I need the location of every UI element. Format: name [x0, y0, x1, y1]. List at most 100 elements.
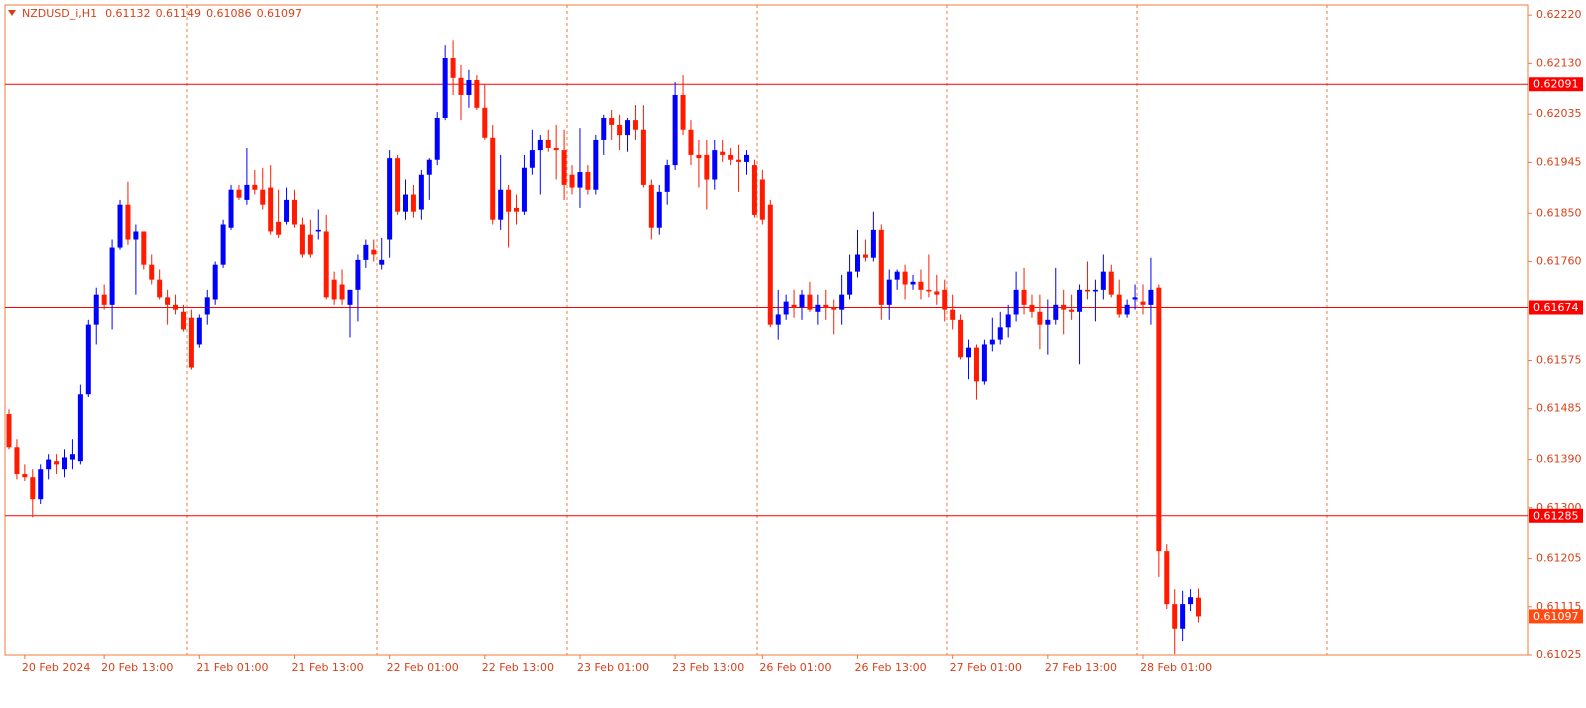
- candle-body: [418, 174, 424, 210]
- candle-body: [767, 204, 773, 325]
- candle-body: [1140, 301, 1146, 305]
- header-low: 0.61086: [206, 7, 252, 20]
- candle-body: [751, 165, 757, 215]
- y-tick-label: 0.61575: [1536, 354, 1582, 367]
- candle-body: [561, 150, 567, 185]
- candle-body: [656, 191, 662, 228]
- x-tick-label: 26 Feb 01:00: [759, 661, 831, 674]
- candle-body: [775, 314, 781, 325]
- candle-body: [22, 474, 28, 478]
- candle-body: [77, 394, 83, 462]
- candle-body: [997, 327, 1003, 340]
- candle-body: [759, 179, 765, 220]
- candle-body: [101, 294, 107, 305]
- candle-body: [672, 94, 678, 166]
- candle-body: [688, 129, 694, 155]
- candle-body: [545, 139, 551, 148]
- candle-body: [395, 158, 401, 212]
- x-tick-label: 22 Feb 01:00: [387, 661, 459, 674]
- candle-body: [268, 187, 274, 232]
- candle-body: [204, 297, 210, 315]
- candle-body: [299, 224, 305, 255]
- candle-body: [648, 184, 654, 228]
- candle-body: [54, 461, 60, 465]
- candle-body: [989, 339, 995, 345]
- candle-body: [1180, 604, 1186, 629]
- candle-body: [799, 294, 805, 308]
- candle-body: [363, 244, 369, 260]
- candle-body: [831, 307, 837, 310]
- candle-body: [593, 139, 599, 190]
- candle-body: [625, 120, 631, 136]
- candle-body: [498, 189, 504, 220]
- candle-body: [847, 271, 853, 295]
- candle-body: [426, 159, 432, 175]
- candle-body: [529, 150, 535, 168]
- candle-body: [14, 447, 20, 475]
- y-tick-label: 0.61760: [1536, 254, 1582, 267]
- candle-body: [696, 154, 702, 159]
- candle-body: [30, 477, 36, 500]
- collapse-icon[interactable]: [8, 10, 16, 16]
- candle-body: [981, 344, 987, 382]
- candle-body: [157, 279, 163, 298]
- x-tick-label: 27 Feb 01:00: [950, 661, 1022, 674]
- candle-body: [839, 294, 845, 310]
- candle-body: [1021, 289, 1027, 305]
- candle-body: [236, 189, 242, 198]
- x-tick-label: 21 Feb 13:00: [291, 661, 363, 674]
- hline-label: 0.61674: [1533, 301, 1579, 314]
- candle-body: [165, 297, 171, 305]
- chart-header: NZDUSD_i,H1 0.61132 0.61149 0.61086 0.61097: [22, 7, 302, 20]
- y-tick-label: 0.61390: [1536, 453, 1582, 466]
- candle-body: [442, 58, 448, 118]
- candle-body: [664, 165, 670, 192]
- candle-body: [886, 279, 892, 305]
- candle-body: [6, 414, 12, 448]
- candle-body: [212, 264, 218, 300]
- candle-body: [252, 184, 258, 190]
- y-tick-label: 0.61025: [1536, 648, 1582, 661]
- y-tick-label: 0.61850: [1536, 206, 1582, 219]
- candle-body: [1100, 271, 1106, 290]
- candle-body: [1037, 311, 1043, 325]
- candle-body: [862, 254, 868, 258]
- candle-body: [403, 194, 408, 212]
- candle-body: [926, 289, 932, 292]
- candle-body: [379, 259, 385, 265]
- candle-body: [1092, 289, 1098, 292]
- candle-body: [276, 221, 282, 235]
- candle-body: [942, 289, 948, 310]
- candle-body: [474, 79, 480, 108]
- candle-body: [855, 254, 861, 272]
- candle-body: [482, 107, 488, 138]
- candle-body: [1172, 604, 1178, 629]
- candle-body: [291, 199, 297, 225]
- candle-body: [902, 271, 908, 285]
- candle-body: [315, 229, 321, 232]
- candle-body: [46, 459, 52, 470]
- candle-body: [617, 124, 623, 136]
- candle-body: [973, 347, 979, 382]
- candle-body: [728, 154, 734, 160]
- y-tick-label: 0.61485: [1536, 402, 1582, 415]
- candle-body: [807, 294, 813, 310]
- x-tick-label: 22 Feb 13:00: [482, 661, 554, 674]
- candle-body: [69, 454, 75, 460]
- candle-body: [331, 279, 337, 300]
- candle-body: [1029, 304, 1035, 312]
- candle-body: [410, 194, 416, 212]
- candle-body: [958, 319, 964, 358]
- x-tick-label: 20 Feb 13:00: [101, 661, 173, 674]
- candle-body: [640, 129, 646, 185]
- hline-label-box: [1529, 77, 1583, 92]
- candle-body: [173, 304, 179, 310]
- y-tick-label: 0.61945: [1536, 155, 1582, 168]
- candle-body: [355, 259, 361, 290]
- candle-body: [1116, 294, 1122, 315]
- candle-body: [601, 117, 607, 140]
- candle-body: [1124, 304, 1130, 315]
- x-tick-label: 26 Feb 13:00: [855, 661, 927, 674]
